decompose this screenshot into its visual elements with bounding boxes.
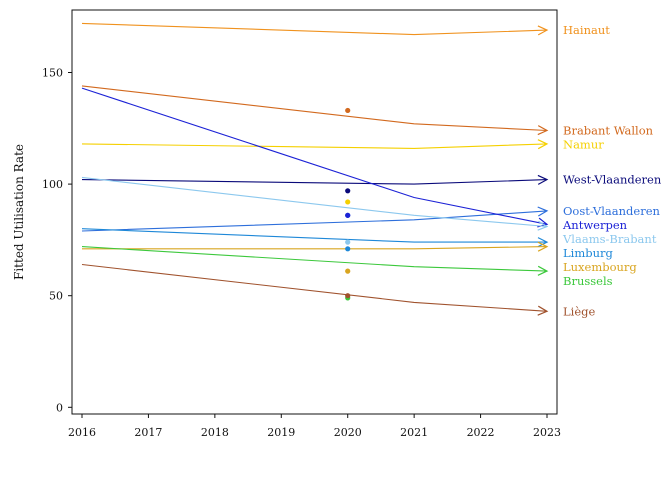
series-arrowhead xyxy=(537,220,549,231)
x-tick-label: 2021 xyxy=(400,426,428,439)
x-tick-label: 2016 xyxy=(68,426,96,439)
series-point xyxy=(345,293,351,299)
series-label: Brabant Wallon xyxy=(563,124,654,138)
series-line xyxy=(81,87,548,225)
series-label: Limburg xyxy=(563,246,613,260)
y-tick-label: 100 xyxy=(42,178,63,191)
series-arrowhead xyxy=(537,237,549,248)
series-lines xyxy=(81,22,549,316)
series-line xyxy=(81,228,547,243)
plot-frame xyxy=(71,9,558,415)
y-tick-label: 0 xyxy=(56,401,63,414)
series-label: Antwerpen xyxy=(562,218,628,232)
series-arrowhead xyxy=(537,241,549,252)
series-line xyxy=(81,246,548,272)
series-label: Brussels xyxy=(563,274,613,288)
series-line xyxy=(81,210,548,232)
y-tick-label: 50 xyxy=(49,290,63,303)
series-arrowhead xyxy=(537,139,549,150)
series-line xyxy=(81,85,548,132)
series-line xyxy=(81,22,548,36)
series-line xyxy=(81,179,548,185)
series-arrowhead xyxy=(537,125,549,136)
series-point xyxy=(345,212,351,218)
x-tick-label: 2017 xyxy=(134,426,162,439)
series-arrowhead xyxy=(537,206,549,217)
y-axis: 0 50 100 150 xyxy=(42,66,72,414)
series-label: Liège xyxy=(563,304,595,318)
y-axis-title: Fitted Utilisation Rate xyxy=(12,144,26,280)
series-point xyxy=(345,246,351,252)
series-line xyxy=(81,143,548,149)
x-tick-label: 2023 xyxy=(533,426,561,439)
series-point xyxy=(345,188,351,194)
series-label: Hainaut xyxy=(563,23,610,37)
x-axis: 2016 2017 2018 2019 2020 2021 2022 2023 xyxy=(68,414,561,439)
series-arrowhead xyxy=(537,25,549,36)
series-point xyxy=(345,107,351,114)
x-tick-label: 2022 xyxy=(467,426,495,439)
series-line xyxy=(81,176,548,228)
series-arrowhead xyxy=(537,305,549,316)
series-label: Luxembourg xyxy=(563,260,637,274)
y-tick-label: 150 xyxy=(42,66,63,79)
series-point xyxy=(345,268,351,274)
series-point xyxy=(345,199,351,205)
series-point xyxy=(345,239,351,245)
series-label: Namur xyxy=(563,138,604,152)
series-arrowhead xyxy=(537,265,549,276)
series-points xyxy=(345,107,351,301)
series-label: West-Vlaanderen xyxy=(563,173,662,187)
series-arrowhead xyxy=(537,174,549,185)
x-tick-label: 2020 xyxy=(334,426,362,439)
x-tick-label: 2018 xyxy=(201,426,229,439)
series-line xyxy=(81,263,548,312)
series-label: Oost-Vlaanderen xyxy=(563,204,660,218)
x-tick-label: 2019 xyxy=(267,426,295,439)
series-label: Vlaams-Brabant xyxy=(562,232,657,246)
series-line xyxy=(82,246,548,250)
